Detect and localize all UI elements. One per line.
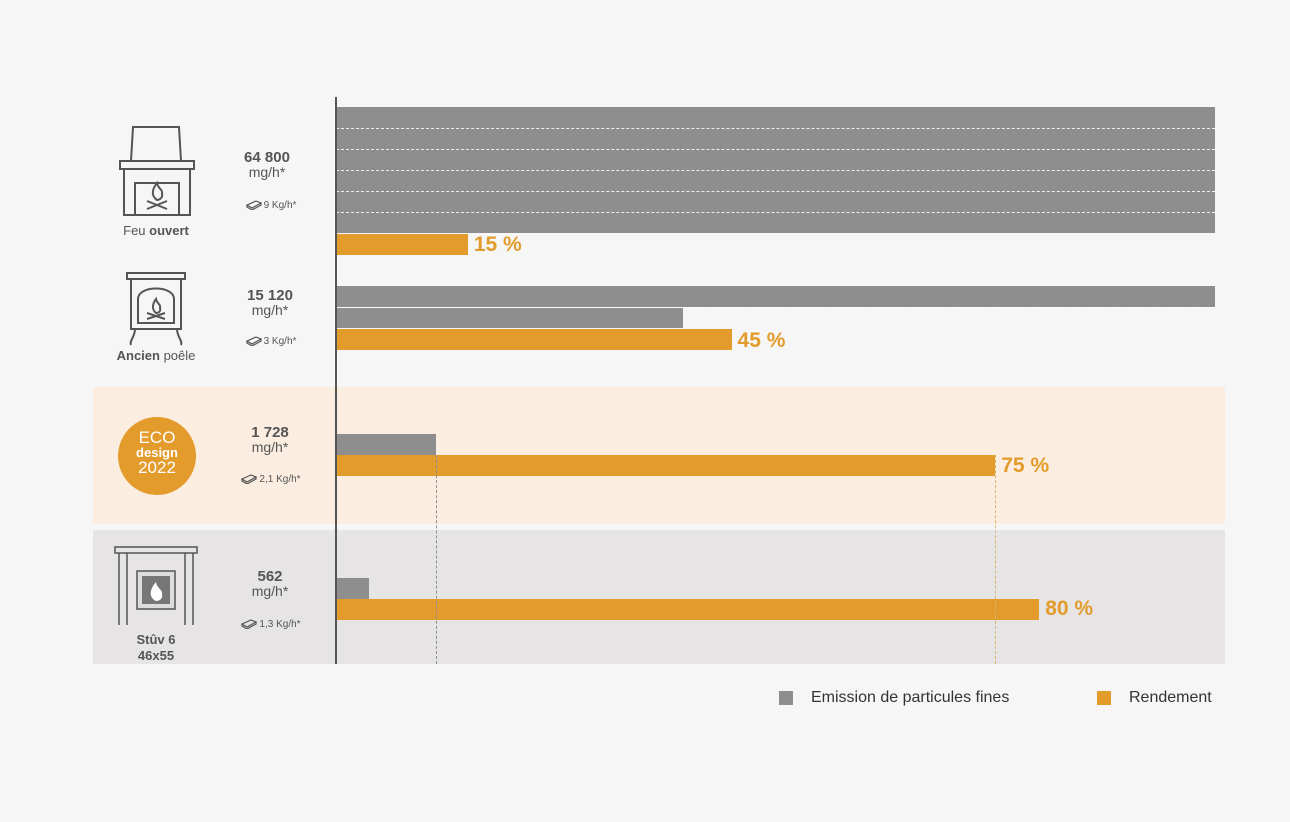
wood-log-icon [241,474,258,486]
stuv-insert-icon [114,546,198,625]
efficiency-bar-open-fire [336,234,468,255]
efficiency-bar-stuv [336,599,1040,620]
open-fireplace-icon [119,126,195,216]
emission-value-eco-design: 1 728 mg/h* [251,424,289,455]
category-label-stuv: Stûv 6 46x55 [136,632,176,663]
eco-design-badge: ECO design 2022 [118,417,196,495]
wood-consumption-open-fire: 9 Kg/h* [216,200,326,212]
chart-axis [335,97,337,664]
efficiency-label-stuv: 80 % [1045,597,1094,620]
efficiency-label-open-fire: 15 % [473,233,522,256]
wood-consumption-eco-design: 2,1 Kg/h* [216,474,326,486]
legend-label-efficiency: Rendement [1129,689,1212,706]
category-label-open-fire: Feu ouvert [123,223,189,238]
legend-label-emission: Emission de particules fines [811,689,1010,706]
emission-value-open-fire: 64 800 mg/h* [244,149,290,180]
wood-consumption-stuv: 1,3 Kg/h* [216,619,326,631]
bar-divider [336,191,1215,192]
bar-divider [336,307,1215,308]
emission-bar-stuv [336,578,369,599]
efficiency-bar-old-stove [336,329,732,350]
eco-efficiency-reference-line [995,455,997,664]
eco-badge-line1: ECO [138,428,176,447]
legend-swatch-emission [779,691,793,705]
wood-log-icon [241,619,258,631]
emission-bar-eco-design [336,434,437,455]
emission-bar-old-stove-segment [336,286,1215,307]
category-label-old-stove: Ancien poêle [116,348,196,363]
efficiency-label-old-stove: 45 % [737,329,786,352]
emission-value-old-stove: 15 120 mg/h* [247,287,293,318]
efficiency-bar-eco-design [336,455,996,476]
bar-divider [336,170,1215,171]
eco-badge-line2: design [136,445,178,460]
emission-value-stuv: 562 mg/h* [251,568,289,599]
legend-swatch-efficiency [1097,691,1111,705]
efficiency-label-eco-design: 75 % [1001,454,1050,477]
old-stove-icon [126,272,186,346]
wood-consumption-old-stove: 3 Kg/h* [216,336,326,348]
wood-log-icon [245,200,262,212]
emission-bar-old-stove [336,308,683,328]
bar-divider [336,128,1215,129]
eco-badge-line3: 2022 [138,458,176,477]
stuv-band [93,530,1225,664]
wood-log-icon [245,336,262,348]
bar-divider [336,212,1215,213]
bar-divider [336,149,1215,150]
eco-emission-reference-line [436,455,438,664]
